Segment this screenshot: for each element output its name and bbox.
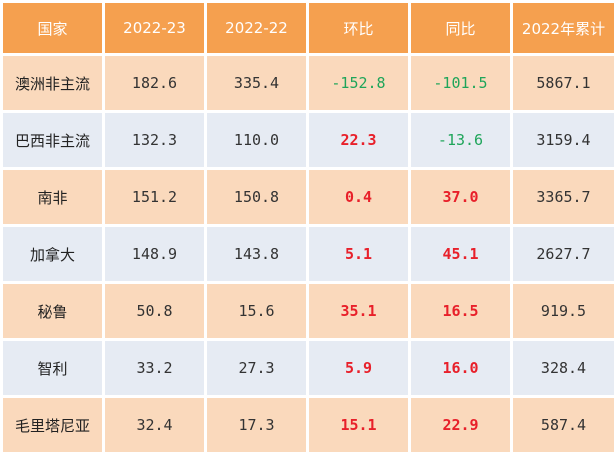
cell-2022-22: 143.8: [206, 226, 308, 283]
cell-mom: 0.4: [308, 169, 410, 226]
cell-country: 巴西非主流: [2, 112, 104, 169]
table-row: 巴西非主流 132.3 110.0 22.3 -13.6 3159.4: [2, 112, 614, 169]
cell-yoy: 22.9: [410, 397, 512, 454]
header-yoy: 同比: [410, 2, 512, 55]
cell-mom: 22.3: [308, 112, 410, 169]
table-row: 毛里塔尼亚 32.4 17.3 15.1 22.9 587.4: [2, 397, 614, 454]
header-cumulative: 2022年累计: [512, 2, 614, 55]
cell-cumulative: 5867.1: [512, 55, 614, 112]
cell-yoy: 37.0: [410, 169, 512, 226]
cell-2022-22: 335.4: [206, 55, 308, 112]
cell-2022-22: 27.3: [206, 340, 308, 397]
cell-cumulative: 919.5: [512, 283, 614, 340]
cell-2022-23: 182.6: [104, 55, 206, 112]
header-country: 国家: [2, 2, 104, 55]
table-header: 国家 2022-23 2022-22 环比 同比 2022年累计: [2, 2, 614, 55]
cell-2022-22: 150.8: [206, 169, 308, 226]
cell-cumulative: 328.4: [512, 340, 614, 397]
cell-cumulative: 587.4: [512, 397, 614, 454]
cell-2022-23: 33.2: [104, 340, 206, 397]
table-row: 秘鲁 50.8 15.6 35.1 16.5 919.5: [2, 283, 614, 340]
cell-mom: -152.8: [308, 55, 410, 112]
cell-country: 南非: [2, 169, 104, 226]
cell-cumulative: 3159.4: [512, 112, 614, 169]
cell-mom: 35.1: [308, 283, 410, 340]
cell-2022-22: 17.3: [206, 397, 308, 454]
table-row: 南非 151.2 150.8 0.4 37.0 3365.7: [2, 169, 614, 226]
cell-yoy: 16.5: [410, 283, 512, 340]
table-row: 智利 33.2 27.3 5.9 16.0 328.4: [2, 340, 614, 397]
cell-mom: 5.9: [308, 340, 410, 397]
cell-yoy: -101.5: [410, 55, 512, 112]
header-2022-23: 2022-23: [104, 2, 206, 55]
cell-2022-23: 148.9: [104, 226, 206, 283]
cell-mom: 15.1: [308, 397, 410, 454]
table-row: 加拿大 148.9 143.8 5.1 45.1 2627.7: [2, 226, 614, 283]
cell-mom: 5.1: [308, 226, 410, 283]
cell-yoy: -13.6: [410, 112, 512, 169]
header-mom: 环比: [308, 2, 410, 55]
cell-yoy: 16.0: [410, 340, 512, 397]
cell-cumulative: 3365.7: [512, 169, 614, 226]
cell-yoy: 45.1: [410, 226, 512, 283]
cell-2022-23: 151.2: [104, 169, 206, 226]
cell-country: 秘鲁: [2, 283, 104, 340]
table-body: 澳洲非主流 182.6 335.4 -152.8 -101.5 5867.1 巴…: [2, 55, 614, 454]
cell-2022-23: 132.3: [104, 112, 206, 169]
header-row: 国家 2022-23 2022-22 环比 同比 2022年累计: [2, 2, 614, 55]
cell-cumulative: 2627.7: [512, 226, 614, 283]
cell-country: 智利: [2, 340, 104, 397]
cell-country: 澳洲非主流: [2, 55, 104, 112]
cell-2022-22: 15.6: [206, 283, 308, 340]
cell-2022-22: 110.0: [206, 112, 308, 169]
cell-2022-23: 32.4: [104, 397, 206, 454]
table-row: 澳洲非主流 182.6 335.4 -152.8 -101.5 5867.1: [2, 55, 614, 112]
cell-2022-23: 50.8: [104, 283, 206, 340]
cell-country: 毛里塔尼亚: [2, 397, 104, 454]
header-2022-22: 2022-22: [206, 2, 308, 55]
cell-country: 加拿大: [2, 226, 104, 283]
